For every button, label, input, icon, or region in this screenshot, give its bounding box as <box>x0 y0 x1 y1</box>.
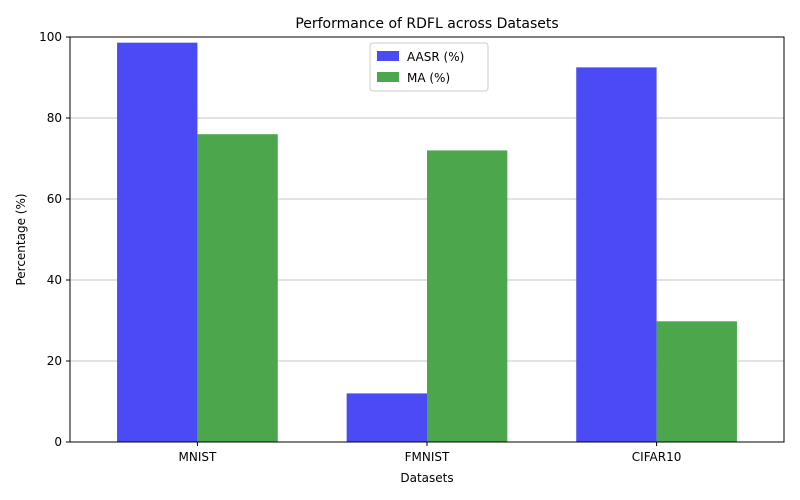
bar-ma-fmnist <box>427 150 508 442</box>
y-tick-label: 40 <box>47 273 62 287</box>
bar-aasr-fmnist <box>346 393 427 442</box>
y-axis-label: Percentage (%) <box>14 193 28 285</box>
legend: AASR (%) MA (%) <box>369 42 489 92</box>
legend-label: MA (%) <box>407 71 450 85</box>
chart-title: Performance of RDFL across Datasets <box>295 16 558 32</box>
legend-swatch <box>377 51 399 61</box>
x-axis-ticks: MNIST FMNIST CIFAR10 <box>179 442 682 464</box>
y-tick-label: 100 <box>39 30 62 44</box>
legend-box <box>369 42 489 92</box>
bar-aasr-cifar10 <box>576 67 657 442</box>
y-tick-label: 60 <box>47 192 62 206</box>
y-tick-label: 0 <box>54 435 62 449</box>
bar-aasr-mnist <box>117 42 198 443</box>
legend-swatch <box>377 72 399 82</box>
bar-ma-mnist <box>197 134 278 442</box>
x-tick-label: FMNIST <box>405 450 450 464</box>
y-tick-label: 80 <box>47 111 62 125</box>
y-tick-label: 20 <box>47 354 62 368</box>
x-tick-label: CIFAR10 <box>632 450 682 464</box>
x-tick-label: MNIST <box>179 450 217 464</box>
x-axis-label: Datasets <box>400 471 453 485</box>
bars <box>117 42 737 443</box>
legend-label: AASR (%) <box>407 50 464 64</box>
y-axis-ticks: 0 20 40 60 80 100 <box>39 30 70 449</box>
bar-ma-cifar10 <box>656 321 737 442</box>
